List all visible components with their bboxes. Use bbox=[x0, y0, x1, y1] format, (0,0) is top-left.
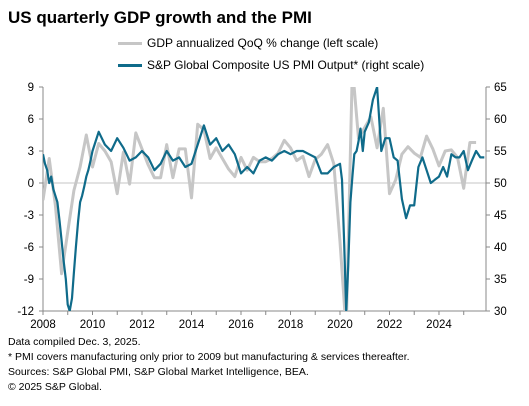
pmi-series-line bbox=[43, 87, 485, 311]
note-pmi-coverage: * PMI covers manufacturing only prior to… bbox=[8, 351, 410, 363]
x-tick-label: 2022 bbox=[377, 319, 403, 331]
note-sources: Sources: S&P Global PMI, S&P Global Mark… bbox=[8, 366, 309, 378]
legend-swatch-gdp bbox=[118, 41, 142, 45]
gdp-series-line bbox=[43, 87, 477, 311]
right-tick-label: 35 bbox=[494, 274, 507, 286]
right-tick-label: 40 bbox=[494, 242, 507, 254]
right-tick-label: 65 bbox=[494, 82, 507, 94]
x-tick-label: 2010 bbox=[80, 319, 106, 331]
note-compiled: Data compiled Dec. 3, 2025. bbox=[8, 336, 141, 348]
x-tick-label: 2016 bbox=[228, 319, 254, 331]
legend-item-pmi: S&P Global Composite US PMI Output* (rig… bbox=[118, 58, 424, 72]
left-tick-label: -12 bbox=[17, 306, 34, 318]
right-tick-label: 50 bbox=[494, 178, 507, 190]
legend-item-gdp: GDP annualized QoQ % change (left scale) bbox=[118, 36, 378, 50]
note-copyright: © 2025 S&P Global. bbox=[8, 381, 102, 393]
right-tick-label: 30 bbox=[494, 306, 507, 318]
x-tick-label: 2012 bbox=[129, 319, 155, 331]
x-tick-label: 2020 bbox=[327, 319, 353, 331]
chart-title: US quarterly GDP growth and the PMI bbox=[8, 8, 312, 27]
right-tick-label: 55 bbox=[494, 146, 507, 158]
left-tick-label: -6 bbox=[24, 242, 34, 254]
x-tick-label: 2008 bbox=[30, 319, 56, 331]
left-tick-label: 9 bbox=[28, 82, 34, 94]
right-tick-label: 45 bbox=[494, 210, 507, 222]
left-tick-label: 0 bbox=[28, 178, 34, 190]
legend-swatch-pmi bbox=[118, 63, 142, 67]
right-tick-label: 60 bbox=[494, 114, 507, 126]
x-tick-label: 2018 bbox=[278, 319, 304, 331]
left-tick-label: 3 bbox=[28, 146, 34, 158]
left-tick-label: 6 bbox=[28, 114, 34, 126]
left-tick-label: -9 bbox=[24, 274, 34, 286]
x-tick-label: 2024 bbox=[426, 319, 452, 331]
legend-label-pmi: S&P Global Composite US PMI Output* (rig… bbox=[147, 58, 425, 72]
left-tick-label: -3 bbox=[24, 210, 34, 222]
legend-label-gdp: GDP annualized QoQ % change (left scale) bbox=[147, 36, 379, 50]
x-tick-label: 2014 bbox=[179, 319, 205, 331]
